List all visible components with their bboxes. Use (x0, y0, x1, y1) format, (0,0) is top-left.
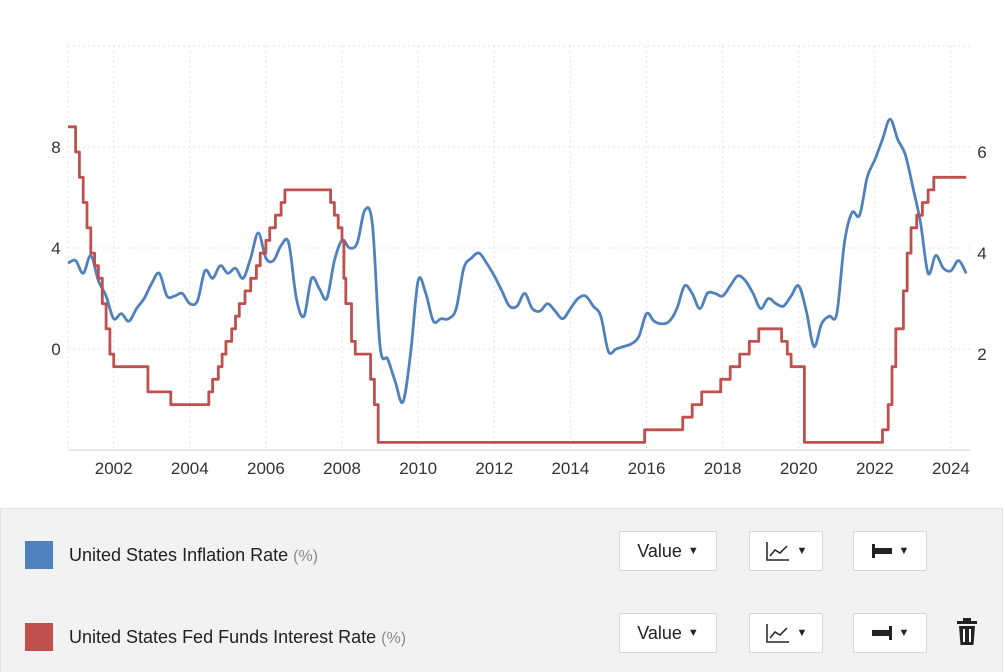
chevron-down-icon: ▼ (796, 545, 808, 557)
x-tick-label: 2018 (704, 459, 742, 478)
x-tick-label: 2022 (856, 459, 894, 478)
chevron-down-icon: ▼ (687, 627, 699, 639)
x-tick-label: 2004 (171, 459, 209, 478)
chevron-down-icon: ▼ (796, 627, 808, 639)
legend-panel: United States Inflation Rate (%) Value ▼ ▼… (0, 508, 1003, 672)
inflation-rate-line (67, 117, 968, 405)
x-tick-label: 2010 (399, 459, 437, 478)
inflation-series-label: United States Inflation Rate (%) (69, 545, 318, 566)
grid (67, 45, 970, 451)
x-tick-label: 2020 (780, 459, 818, 478)
x-tick-label: 2008 (323, 459, 361, 478)
fed-funds-axis-dropdown[interactable]: ▼ (853, 613, 927, 653)
chevron-down-icon: ▼ (687, 545, 699, 557)
fed-funds-value-dropdown[interactable]: Value ▼ (619, 613, 717, 653)
line-chart: 2002 2004 2006 2008 2010 2012 2014 2016 2018 2020… (51, 45, 987, 478)
line-chart-icon (765, 542, 789, 561)
fed-funds-series-unit: (%) (381, 630, 407, 647)
inflation-series-unit: (%) (293, 548, 319, 565)
inflation-value-dropdown[interactable]: Value ▼ (619, 531, 717, 571)
x-tick-label: 2024 (932, 459, 970, 478)
y-right-tick-label: 4 (977, 244, 986, 263)
chevron-down-icon: ▼ (898, 545, 910, 557)
y-right-tick-label: 2 (977, 345, 986, 364)
inflation-chart-type-dropdown[interactable]: ▼ (749, 531, 823, 571)
delete-series-button[interactable] (955, 617, 979, 647)
fed-funds-color-swatch[interactable] (25, 623, 53, 651)
inflation-value-label: Value (637, 540, 682, 561)
y-right-tick-label: 6 (977, 143, 986, 162)
legend-row-inflation: United States Inflation Rate (%) Value ▼ ▼… (1, 525, 1002, 585)
x-tick-label: 2006 (247, 459, 285, 478)
fed-funds-value-label: Value (637, 622, 682, 643)
fed-funds-series-name: United States Fed Funds Interest Rate (69, 627, 377, 647)
inflation-series-name: United States Inflation Rate (69, 545, 289, 565)
fed-funds-rate-line (68, 125, 967, 444)
x-tick-label: 2014 (551, 459, 589, 478)
y-left-tick-label: 0 (51, 340, 60, 359)
tick-labels: 2002 2004 2006 2008 2010 2012 2014 2016 2018 2020… (51, 138, 986, 478)
fed-funds-series-label: United States Fed Funds Interest Rate (%) (69, 627, 406, 648)
y-left-tick-label: 4 (51, 239, 60, 258)
y-left-tick-label: 8 (51, 138, 60, 157)
legend-row-fed-funds: United States Fed Funds Interest Rate (%)… (1, 607, 1002, 667)
chevron-down-icon: ▼ (898, 627, 910, 639)
right-axis-icon (871, 626, 892, 640)
x-tick-label: 2016 (628, 459, 666, 478)
x-tick-label: 2002 (95, 459, 133, 478)
trash-icon (957, 618, 977, 645)
left-axis-icon (871, 544, 892, 558)
x-tick-label: 2012 (475, 459, 513, 478)
line-chart-icon (765, 624, 789, 643)
series (67, 117, 968, 444)
fed-funds-chart-type-dropdown[interactable]: ▼ (749, 613, 823, 653)
inflation-color-swatch[interactable] (25, 541, 53, 569)
inflation-axis-dropdown[interactable]: ▼ (853, 531, 927, 571)
